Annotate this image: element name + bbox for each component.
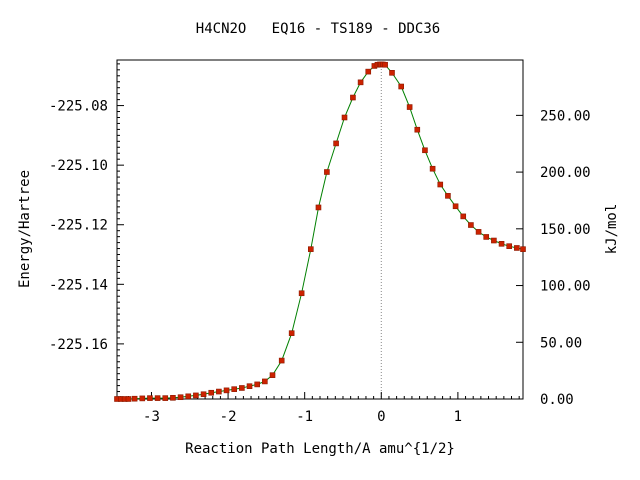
data-point [382,61,388,68]
data-point [139,395,146,402]
data-point [350,94,356,101]
x-tick-label: 1 [454,409,462,425]
y2-tick-label: 150.00 [540,222,591,238]
data-point [520,246,526,252]
data-point [498,240,505,247]
y-tick-label: -225.08 [49,99,108,115]
data-point [315,204,322,211]
data-point [162,395,169,401]
y-axis-label: Energy/Hartree [17,170,33,288]
data-point [262,378,268,385]
data-point [333,140,339,147]
data-point [200,391,207,398]
x-tick-label: -2 [220,409,237,425]
data-point [452,203,459,210]
y2-tick-label: 0.00 [540,392,574,408]
data-point [278,357,285,364]
data-point [406,104,413,110]
x-axis-label: Reaction Path Length/A amu^{1/2} [185,441,455,457]
data-point [208,389,215,396]
data-point [131,395,138,402]
data-point [308,246,314,252]
chart-title: H4CN2O EQ16 - TS189 - DDC36 [196,21,440,37]
data-point [185,393,192,400]
data-point [389,70,395,76]
data-point [324,169,330,175]
data-point [506,243,513,249]
data-point [445,193,451,199]
data-point [154,395,161,401]
x-tick-label: 0 [377,409,385,425]
data-point [365,68,372,75]
data-point [246,383,253,389]
data-point [193,392,199,399]
y-tick-label: -225.10 [49,158,108,174]
data-point [288,330,295,336]
y2-tick-label: 100.00 [540,279,591,295]
data-point [298,290,305,297]
data-point [398,83,405,90]
data-point [170,395,176,401]
data-point [437,181,444,188]
y-tick-label: -225.12 [49,218,108,234]
y2-tick-label: 50.00 [540,335,582,351]
data-point [460,213,467,220]
data-point [483,234,490,240]
data-point [125,396,132,402]
data-point [341,114,348,121]
data-point [422,147,428,154]
data-point [239,385,245,391]
data-point [177,394,184,401]
data-point [491,237,497,244]
data-point [414,126,421,133]
data-point [514,245,520,251]
x-tick-label: -1 [296,409,313,425]
y-tick-label: -225.16 [49,337,108,353]
data-point [147,395,153,401]
data-point [468,222,474,228]
data-point [269,372,276,378]
y2-tick-label: 200.00 [540,165,591,181]
x-tick-label: -3 [143,409,160,425]
data-point [231,386,238,392]
y2-tick-label: 250.00 [540,108,591,124]
data-point [223,387,230,394]
data-point [357,79,364,86]
y2-axis-label: kJ/mol [604,204,620,255]
data-point [475,229,482,235]
data-point [216,388,222,395]
y-tick-label: -225.14 [49,277,108,293]
data-point [429,165,436,172]
plot-frame [116,59,524,400]
data-point [254,381,260,388]
energy-curve-line [117,64,524,400]
